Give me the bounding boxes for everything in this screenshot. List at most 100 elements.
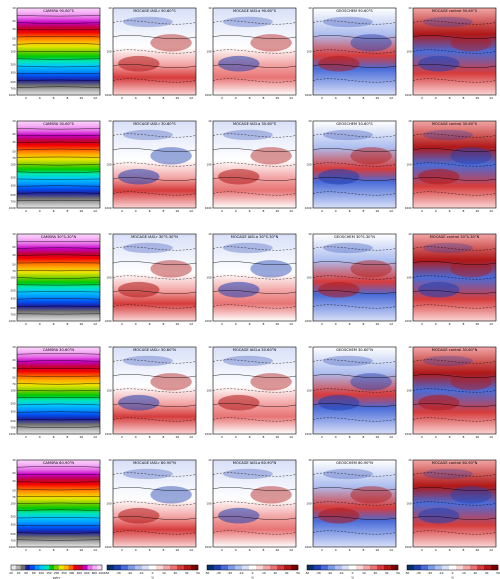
x-tick-label: 4 (235, 548, 237, 552)
y-tick-label: 10 (208, 119, 212, 123)
panel-field (313, 347, 396, 434)
contour-line (112, 35, 197, 39)
x-tick-label: 8 (262, 548, 264, 552)
colorbar-tick-label: 30 (285, 571, 289, 575)
x-tick-label: 10 (275, 548, 279, 552)
panel-title: MOCAGE IASI-a 30°S-30°N (231, 235, 279, 239)
x-tick-label: 2 (221, 96, 223, 100)
anomaly-blob (150, 486, 192, 504)
contour-line (412, 359, 497, 364)
colorbar-swatch (170, 565, 178, 570)
x-tick-label: 12 (93, 548, 97, 552)
panel: MOCAGE control 90-60°S 2 4 6 8 10 12 10 100 1000 (405, 6, 497, 100)
x-tick-label: 4 (135, 322, 137, 326)
anomaly-blob (318, 507, 360, 524)
y-tick-label: 1000 (9, 206, 16, 210)
contour-line (16, 270, 101, 272)
colorbar-tick-label: -20 (327, 571, 332, 575)
panel-frame (212, 346, 297, 435)
x-tick-label: 6 (449, 322, 451, 326)
colorbar: -50 -30 -20 -10 0 10 20 30 50% (105, 564, 200, 579)
colorbar-swatch (107, 565, 115, 570)
colorbar-swatch (377, 565, 385, 570)
contour-line (312, 49, 397, 54)
contour-line (16, 397, 101, 398)
contour-line (112, 374, 197, 378)
contour-line (16, 517, 101, 519)
y-tick-label: 100 (107, 50, 112, 54)
panel-field (17, 234, 100, 321)
colorbar-tick-label: 10 (262, 571, 266, 575)
colorbar-swatch (214, 565, 222, 570)
x-tick-label: 2 (421, 435, 423, 439)
colorbar-swatch (58, 565, 64, 570)
panel-frame (16, 459, 101, 548)
panel: MOCAGE control 30-60°N 2 4 6 8 10 12 10 100 1000 (405, 345, 497, 439)
colorbar-swatch (177, 565, 185, 570)
contour-line (412, 403, 497, 407)
anomaly-blob (218, 507, 260, 524)
y-tick-label: 10 (208, 345, 212, 349)
panel-field (413, 8, 496, 95)
colorbar-swatch (256, 565, 264, 570)
contour-line (112, 403, 197, 407)
anomaly-blob (118, 55, 160, 72)
y-tick-label: 100 (107, 163, 112, 167)
panel: CAMSRA 30-60°S 2 4 6 8 10 12 10 20 30 50 70 100 200 30… (9, 119, 101, 213)
panel-title: MOCAGE IASI-r 30-60°S (133, 122, 176, 126)
contour-line (112, 472, 197, 477)
colorbar-tick-label: 50 (296, 571, 300, 575)
x-tick-label: 6 (149, 435, 151, 439)
y-tick-label: 30 (12, 366, 16, 370)
colorbar-tick-label: 30 (385, 571, 389, 575)
contour-line (412, 20, 497, 25)
anomaly-blob (250, 486, 292, 504)
x-tick-label: 4 (135, 96, 137, 100)
x-tick-label: 6 (149, 548, 151, 552)
panel-frame (312, 7, 397, 96)
panel-title: MOCAGE IASI-r 30-60°N (133, 348, 176, 352)
x-tick-label: 6 (349, 322, 351, 326)
panel: MOCAGE IASI-a 90-60°S 2 4 6 8 10 12 10 100 1000 (205, 6, 297, 100)
contour-line (212, 304, 297, 309)
panel-title: MOCAGE IASI-a 30-60°S (233, 122, 277, 126)
colorbar-frame (106, 564, 199, 571)
x-tick-label: 12 (389, 548, 393, 552)
colorbar-tick-label: 30 (185, 571, 189, 575)
x-tick-label: 2 (321, 322, 323, 326)
anomaly-blob (418, 507, 460, 524)
panel: GEOSCHEM 30-60°S 2 4 6 8 10 12 10 100 1000 (305, 119, 397, 213)
y-tick-label: 100 (107, 502, 112, 506)
panel-title: GEOSCHEM 30°S-30°N (334, 235, 375, 239)
y-tick-label: 700 (11, 538, 16, 542)
x-tick-label: 12 (489, 322, 493, 326)
colorbar-swatch (270, 565, 278, 570)
contour-line (412, 49, 497, 54)
contour-line (212, 275, 297, 280)
contour-line (16, 254, 101, 256)
colorbar-tick-label: 1000 (98, 571, 105, 575)
y-tick-label: 100 (407, 502, 412, 506)
colorbar-swatch (191, 565, 199, 570)
panel-frame (112, 346, 197, 435)
x-tick-label: 6 (53, 435, 55, 439)
x-tick-label: 8 (362, 209, 364, 213)
colorbar-frame (406, 564, 499, 571)
x-tick-label: 12 (289, 96, 293, 100)
y-tick-label: 1000 (9, 432, 16, 436)
x-tick-label: 10 (175, 209, 179, 213)
colorbar-swatch (470, 565, 478, 570)
panel: MOCAGE IASI-a 30-60°S 2 4 6 8 10 12 10 100 1000 (205, 119, 297, 213)
panel-frame (16, 346, 101, 435)
contour-line (212, 64, 297, 68)
x-tick-label: 2 (321, 96, 323, 100)
y-tick-label: 10 (208, 458, 212, 462)
panel-frame (16, 120, 101, 209)
y-tick-label: 1000 (205, 319, 212, 323)
colorbar-swatch (314, 565, 322, 570)
x-tick-label: 6 (249, 435, 251, 439)
colorbar-swatch (484, 565, 492, 570)
x-tick-label: 4 (135, 548, 137, 552)
y-tick-label: 300 (11, 522, 16, 526)
contour-line (112, 246, 197, 251)
